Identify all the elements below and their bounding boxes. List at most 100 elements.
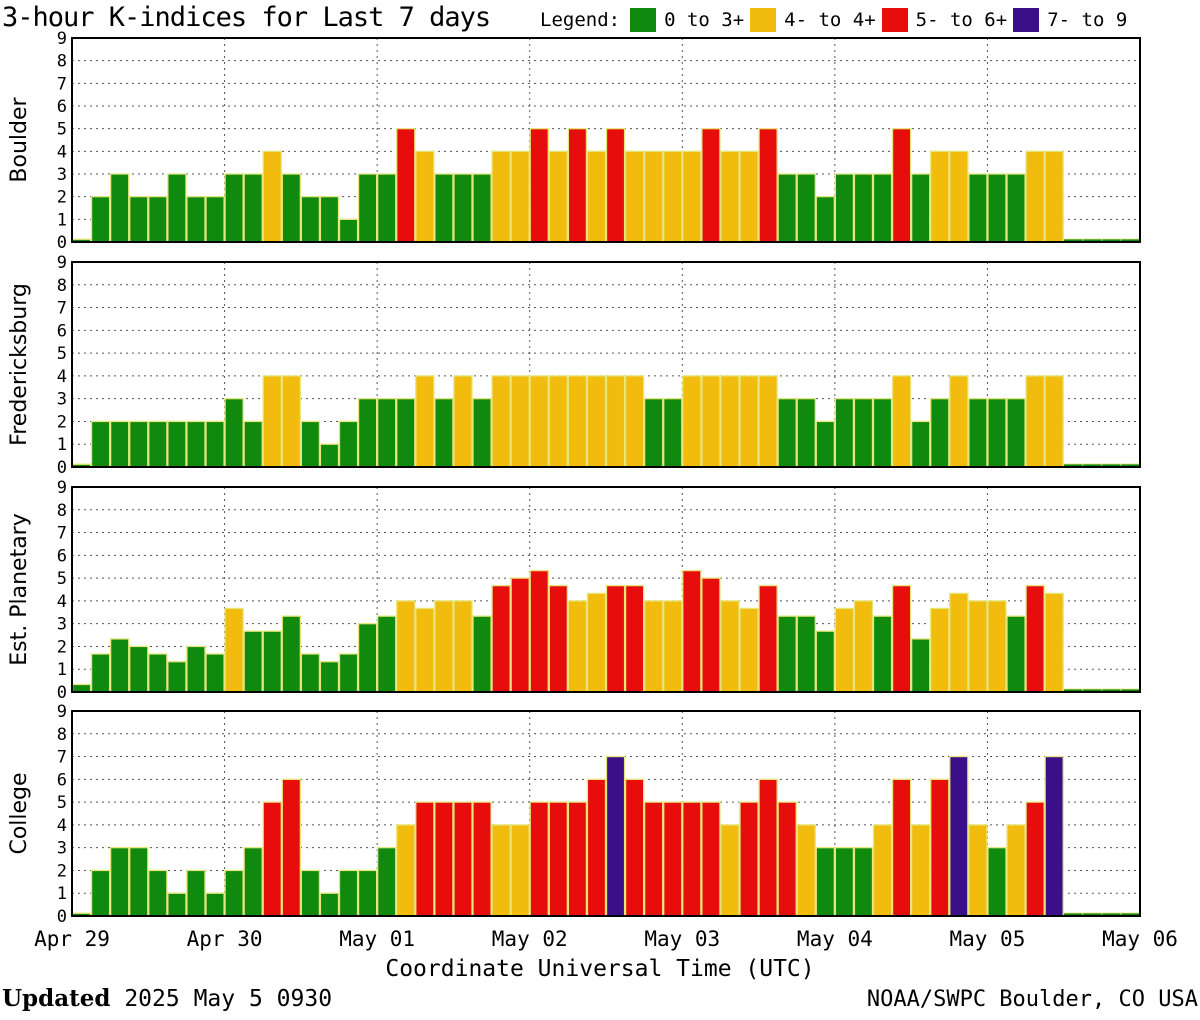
panel-boulder: 0 12 3 45 6 78 9 Boulder (7, 29, 1141, 253)
k-bar (129, 847, 149, 917)
k-bar (357, 869, 378, 917)
x-tick-label: Apr 30 (187, 927, 263, 951)
x-tick-label: Apr 29 (34, 927, 110, 951)
k-bar (739, 375, 759, 468)
k-bar (834, 847, 855, 917)
k-bar (567, 801, 588, 917)
k-bar (548, 375, 569, 468)
k-bar (434, 801, 454, 917)
k-bar (701, 128, 721, 243)
y-tick-label: 2 (57, 188, 67, 208)
legend-label: Legend: (540, 9, 621, 31)
k-bar (319, 661, 340, 693)
k-bar (663, 398, 683, 468)
k-bar (1025, 584, 1045, 693)
k-bar (891, 778, 912, 917)
k-bar (739, 801, 759, 917)
x-tick-label: May 04 (797, 927, 873, 951)
credit-line: NOAA/SWPC Boulder, CO USA (866, 987, 1198, 1012)
y-tick-label: 4 (57, 142, 67, 162)
k-bar (281, 173, 302, 243)
k-bar (453, 173, 473, 243)
k-bar (758, 128, 778, 243)
k-bar (910, 638, 931, 693)
k-bar (872, 173, 893, 243)
k-bar (815, 630, 836, 693)
y-tick-label: 4 (57, 367, 67, 387)
k-bar (872, 824, 893, 917)
k-bar (109, 173, 130, 243)
y-tick-label: 5 (57, 120, 67, 140)
k-bar (548, 801, 569, 917)
k-bar (90, 196, 111, 243)
k-bar (796, 824, 816, 917)
k-bar (910, 420, 931, 468)
k-bar (987, 173, 1007, 243)
y-tick-label: 3 (57, 165, 67, 185)
k-bar (1025, 375, 1045, 468)
k-bar (396, 600, 416, 693)
k-bar (1006, 173, 1026, 243)
k-bar (1025, 150, 1045, 243)
k-bar (415, 375, 435, 468)
y-tick-label: 2 (57, 412, 67, 432)
y-tick-label: 8 (57, 52, 67, 72)
panel-label: College (7, 772, 32, 854)
k-bar (109, 847, 130, 917)
k-bar (415, 607, 435, 693)
k-bar (682, 801, 702, 917)
k-bar (586, 592, 607, 693)
y-tick-label: 9 (57, 702, 67, 722)
k-bar (758, 584, 778, 693)
k-bar (605, 375, 626, 468)
k-bar (853, 398, 874, 468)
y-tick-label: 1 (57, 660, 67, 680)
k-bar (720, 375, 740, 468)
y-tick-label: 0 (57, 907, 67, 927)
k-bar (548, 584, 569, 693)
legend-item-label: 5- to 6+ (915, 9, 1008, 31)
k-bar (434, 173, 454, 243)
k-bar (357, 398, 378, 468)
y-tick-label: 6 (57, 546, 67, 566)
k-bar (186, 420, 206, 468)
k-bar (262, 150, 282, 243)
k-bar (949, 755, 969, 917)
k-bar (815, 847, 836, 917)
x-tick-label: May 06 (1102, 927, 1178, 951)
k-bar (109, 420, 130, 468)
k-bar (834, 607, 855, 693)
k-bar (262, 375, 282, 468)
k-bar (1044, 755, 1064, 917)
k-bar (682, 150, 702, 243)
k-bar (987, 600, 1007, 693)
k-bar (243, 847, 263, 917)
k-bar (949, 592, 969, 693)
k-bar (796, 173, 816, 243)
k-bar (872, 398, 893, 468)
k-bar (624, 375, 645, 468)
k-bar (90, 653, 111, 693)
k-bar (148, 196, 168, 243)
y-tick-label: 8 (57, 725, 67, 745)
k-bar (968, 398, 988, 468)
y-tick-label: 5 (57, 793, 67, 813)
k-bar (872, 615, 893, 693)
k-bar (720, 600, 740, 693)
k-bar (338, 420, 359, 468)
y-tick-label: 5 (57, 344, 67, 364)
k-bar (567, 375, 588, 468)
k-bar (224, 869, 244, 917)
updated-timestamp: Updated 2025 May 5 0930 (2, 985, 332, 1012)
y-tick-label: 0 (57, 233, 67, 253)
k-bar (758, 778, 778, 917)
k-bar (1044, 592, 1064, 693)
panel-frame (71, 261, 1141, 468)
y-tick-label: 7 (57, 299, 67, 319)
k-bar (949, 150, 969, 243)
y-tick-label: 9 (57, 29, 67, 49)
k-bar (472, 398, 492, 468)
k-bar (167, 420, 187, 468)
k-bar (1044, 375, 1064, 468)
k-bar (853, 173, 874, 243)
